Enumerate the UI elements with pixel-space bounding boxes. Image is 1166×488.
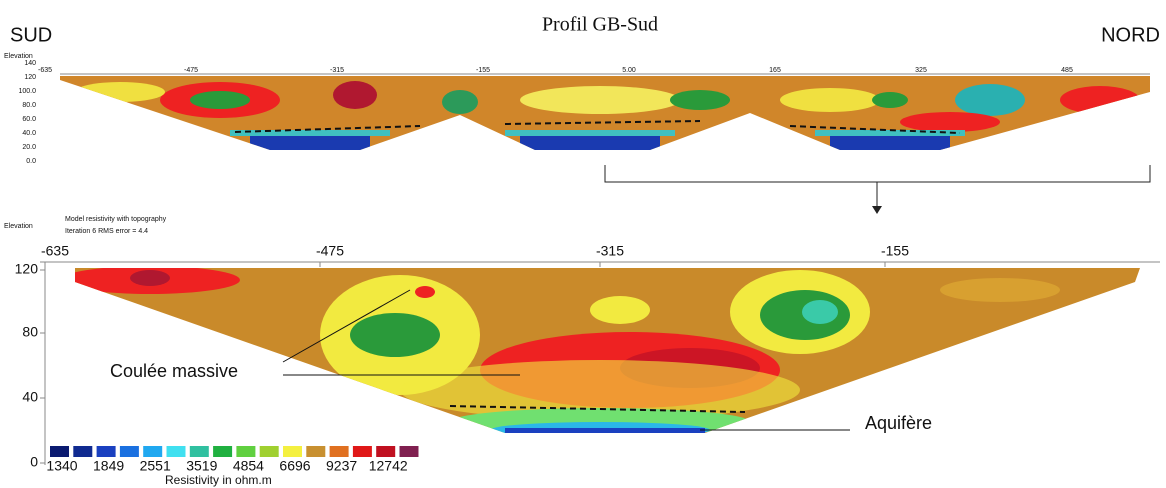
- overview-y-tick: 140: [24, 60, 36, 67]
- colorbar-label: 1849: [93, 458, 124, 474]
- x-tick-label: -155: [881, 243, 909, 259]
- colorbar-swatch: [306, 446, 326, 457]
- colorbar-swatch: [50, 446, 69, 457]
- colorbar-label: 6696: [279, 458, 310, 474]
- section-note: Model resistivity with topography: [65, 216, 167, 223]
- colorbar-label: 9237: [326, 458, 357, 474]
- overview-section: [60, 76, 1150, 150]
- left-label: SUD: [10, 24, 52, 46]
- overview-y-tick: 60.0: [22, 116, 36, 123]
- colorbar-label: 4854: [233, 458, 264, 474]
- overview-x-tick: 485: [1061, 67, 1073, 74]
- x-tick-label: -315: [596, 243, 624, 259]
- colorbar-swatch: [329, 446, 349, 457]
- colorbar-swatch: [213, 446, 233, 457]
- colorbar-swatch: [189, 446, 209, 457]
- y-tick-label: 40: [22, 389, 38, 405]
- overview-x-tick: 165: [769, 67, 781, 74]
- x-tick-label: -635: [41, 243, 69, 259]
- section-axis-title: Elevation: [4, 223, 33, 230]
- overview-dashed-line: [234, 120, 961, 134]
- colorbar-swatch: [259, 446, 279, 457]
- colorbar-swatch: [283, 446, 302, 457]
- colorbar-label: 12742: [369, 458, 408, 474]
- overview-x-tick: 5.00: [622, 67, 636, 74]
- overview-x-tick: -155: [476, 67, 490, 74]
- title: Profil GB-Sud: [542, 14, 658, 36]
- colorbar-title: Resistivity in ohm.m: [165, 473, 272, 487]
- section-note: Iteration 6 RMS error = 4.4: [65, 228, 148, 235]
- right-label: NORD: [1101, 24, 1160, 46]
- overview-y-tick: 0.0: [26, 158, 36, 165]
- y-tick-label: 120: [15, 261, 39, 277]
- annotation: Aquifère: [865, 413, 932, 433]
- colorbar-swatch: [143, 446, 163, 457]
- x-tick-label: -475: [316, 243, 344, 259]
- overview-y-tick: 120: [24, 74, 36, 81]
- colorbar-swatch: [399, 446, 419, 457]
- overview-y-tick: 40.0: [22, 130, 36, 137]
- colorbar-swatch: [236, 446, 256, 457]
- overview-x-tick: 325: [915, 67, 927, 74]
- overview-axis-title: Elevation: [4, 53, 33, 60]
- overview-x-tick: -315: [330, 67, 344, 74]
- overview-x-tick: -475: [184, 67, 198, 74]
- overview-x-tick: -635: [38, 67, 52, 74]
- section-dashed-line: [449, 405, 746, 413]
- colorbar-swatch: [73, 446, 93, 457]
- bracket: [604, 165, 1151, 208]
- colorbar-swatch: [352, 446, 372, 457]
- overview-y-tick: 20.0: [22, 144, 36, 151]
- colorbar-swatch: [96, 446, 116, 457]
- colorbar-swatch: [376, 446, 396, 457]
- arrow-head: [872, 206, 882, 214]
- colorbar-label: 3519: [186, 458, 217, 474]
- overview-y-tick: 80.0: [22, 102, 36, 109]
- main-section: [75, 268, 1140, 433]
- colorbar-label: 1340: [46, 458, 77, 474]
- y-tick-label: 0: [30, 454, 38, 470]
- annotation: Coulée massive: [110, 361, 238, 381]
- colorbar-label: 2551: [140, 458, 171, 474]
- leader-line: [282, 289, 411, 363]
- y-tick-label: 80: [22, 324, 38, 340]
- colorbar-swatch: [166, 446, 186, 457]
- overview-y-tick: 100.0: [18, 88, 36, 95]
- colorbar-swatch: [119, 446, 139, 457]
